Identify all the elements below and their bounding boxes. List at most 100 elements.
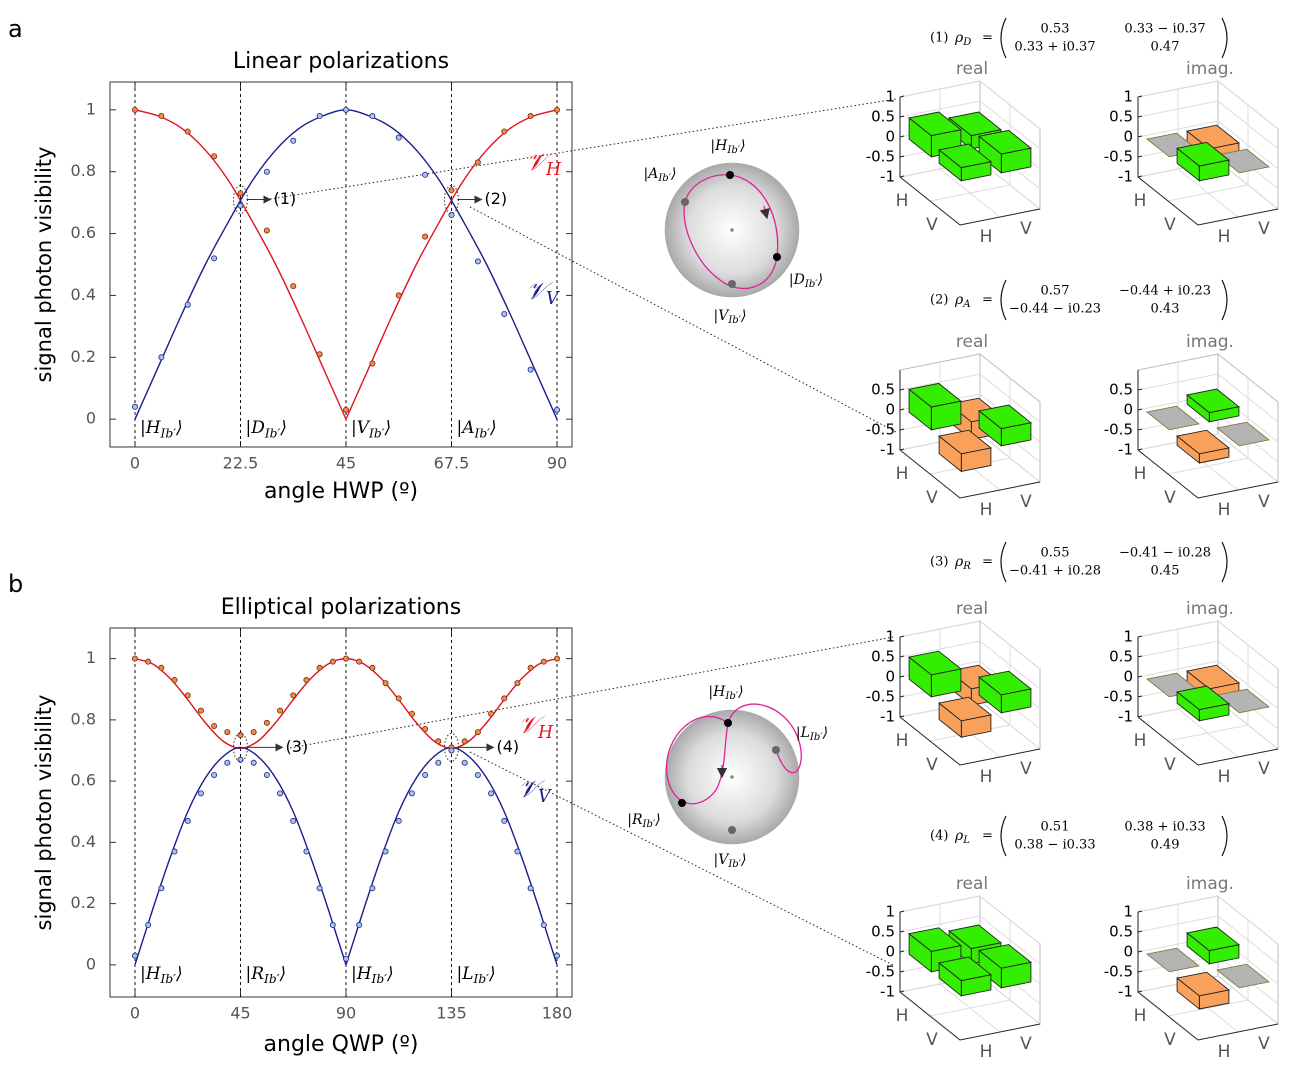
row-label: H <box>1134 1006 1147 1026</box>
bloch-sphere: |HIb′⟩|AIb′⟩|DIb′⟩|VIb′⟩ <box>643 138 823 326</box>
label-part: ⟩ <box>670 166 676 182</box>
label-part: L <box>962 835 970 846</box>
x-tick-label: 135 <box>436 1004 467 1023</box>
data-point <box>356 922 363 929</box>
row-label: H <box>1134 464 1147 484</box>
bar-top <box>908 650 962 676</box>
col-label: H <box>980 767 993 787</box>
row-label: V <box>926 1030 938 1050</box>
label-part: |H <box>710 138 728 154</box>
row-label: V <box>1164 215 1176 235</box>
data-point <box>435 759 442 766</box>
bar-top <box>1216 148 1270 174</box>
bar-top <box>938 956 992 982</box>
z-tick <box>899 428 905 431</box>
connector-line <box>469 206 897 433</box>
z-tick-label: -0.5 <box>866 421 895 439</box>
z-tick-label: -0.5 <box>866 688 895 706</box>
col-label: V <box>1020 759 1032 779</box>
col-label: H <box>980 500 993 520</box>
data-point <box>553 406 560 413</box>
grid-line <box>1137 120 1279 170</box>
state-point <box>724 719 732 727</box>
col-label: V <box>1020 492 1032 512</box>
matrix-equals: = <box>982 555 993 570</box>
chart-title: Linear polarizations <box>233 49 449 74</box>
data-point <box>342 106 349 113</box>
label-part: Ib′ <box>809 732 823 743</box>
connectors <box>269 98 897 966</box>
matrix-entry: 0.49 <box>1151 838 1180 853</box>
label-part: |H <box>708 684 726 700</box>
data-point <box>290 283 297 290</box>
state-label: |AIb′⟩ <box>643 166 676 184</box>
panel-title: imag. <box>1186 59 1234 79</box>
z-tick <box>899 635 905 638</box>
data-point <box>553 655 560 662</box>
data-point <box>488 710 495 717</box>
data-point <box>316 113 323 120</box>
row-label: V <box>926 488 938 508</box>
z-tick-label: 1 <box>1123 628 1133 646</box>
panel-title: real <box>956 332 988 352</box>
row-label: V <box>926 755 938 775</box>
data-point <box>527 664 534 671</box>
data-point <box>514 848 521 855</box>
line-chart: Linear polarizations angle HWP (º) signal … <box>32 49 573 504</box>
z-tick <box>1137 115 1143 118</box>
z-tick-label: -0.5 <box>1104 148 1133 166</box>
x-axis-label: angle QWP (º) <box>264 1032 419 1057</box>
z-tick <box>1137 408 1143 411</box>
matrix-index: (4) <box>930 829 948 844</box>
z-tick <box>899 155 905 158</box>
label-part: |V <box>713 308 730 324</box>
data-point <box>263 168 270 175</box>
bar-top <box>978 670 1032 696</box>
z-tick <box>899 448 905 451</box>
label-part: Ib′ <box>160 426 177 440</box>
grid-line <box>899 100 1041 150</box>
matrix-entry: 0.51 <box>1041 820 1070 835</box>
label-part: ⟩ <box>740 852 746 868</box>
state-label: |VIb′⟩ <box>351 418 391 440</box>
data-point <box>171 677 178 684</box>
data-point <box>316 885 323 892</box>
state-label: |HIb′⟩ <box>710 138 745 156</box>
data-point <box>290 817 297 824</box>
data-point <box>488 790 495 797</box>
z-tick <box>899 388 905 391</box>
z-tick <box>1137 950 1143 953</box>
matrix-paren <box>1221 279 1228 321</box>
bar-top <box>1146 405 1200 431</box>
grid-line <box>1137 100 1279 150</box>
data-point <box>448 747 455 754</box>
z-tick <box>1137 448 1143 451</box>
data-point <box>184 301 191 308</box>
matrix-entry: 0.57 <box>1041 284 1070 299</box>
y-tick-label: 0.8 <box>71 709 96 728</box>
label-part: ⟩ <box>739 138 745 154</box>
data-point <box>224 759 231 766</box>
label-part: Ib′ <box>657 173 671 184</box>
state-label: |VIb′⟩ <box>713 852 746 870</box>
data-point <box>474 771 481 778</box>
bar-top <box>1176 971 1230 997</box>
label-part: Ib′ <box>473 971 490 985</box>
data-point <box>211 153 218 160</box>
label-part: |D <box>789 272 805 288</box>
label-part: ⟩ <box>488 963 496 983</box>
data-point <box>211 771 218 778</box>
density-matrix: (3) ρR = 0.55 −0.41 − i0.28 −0.41 + i0.28 0.45… <box>866 541 1279 787</box>
grid-line <box>1137 895 1279 945</box>
matrix-symbol: ρA <box>954 292 971 310</box>
data-point <box>369 113 376 120</box>
data-point <box>131 403 138 410</box>
state-label: |LIb′⟩ <box>456 963 495 985</box>
connector-line <box>469 751 894 966</box>
data-point <box>422 233 429 240</box>
row-label: H <box>896 191 909 211</box>
density-matrix: (4) ρL =0.51 0.38 + i0.330.38 − i0.33 0.4910… <box>866 815 1279 1062</box>
z-tick-label: -0.5 <box>1104 963 1133 981</box>
row-label: H <box>1134 191 1147 211</box>
